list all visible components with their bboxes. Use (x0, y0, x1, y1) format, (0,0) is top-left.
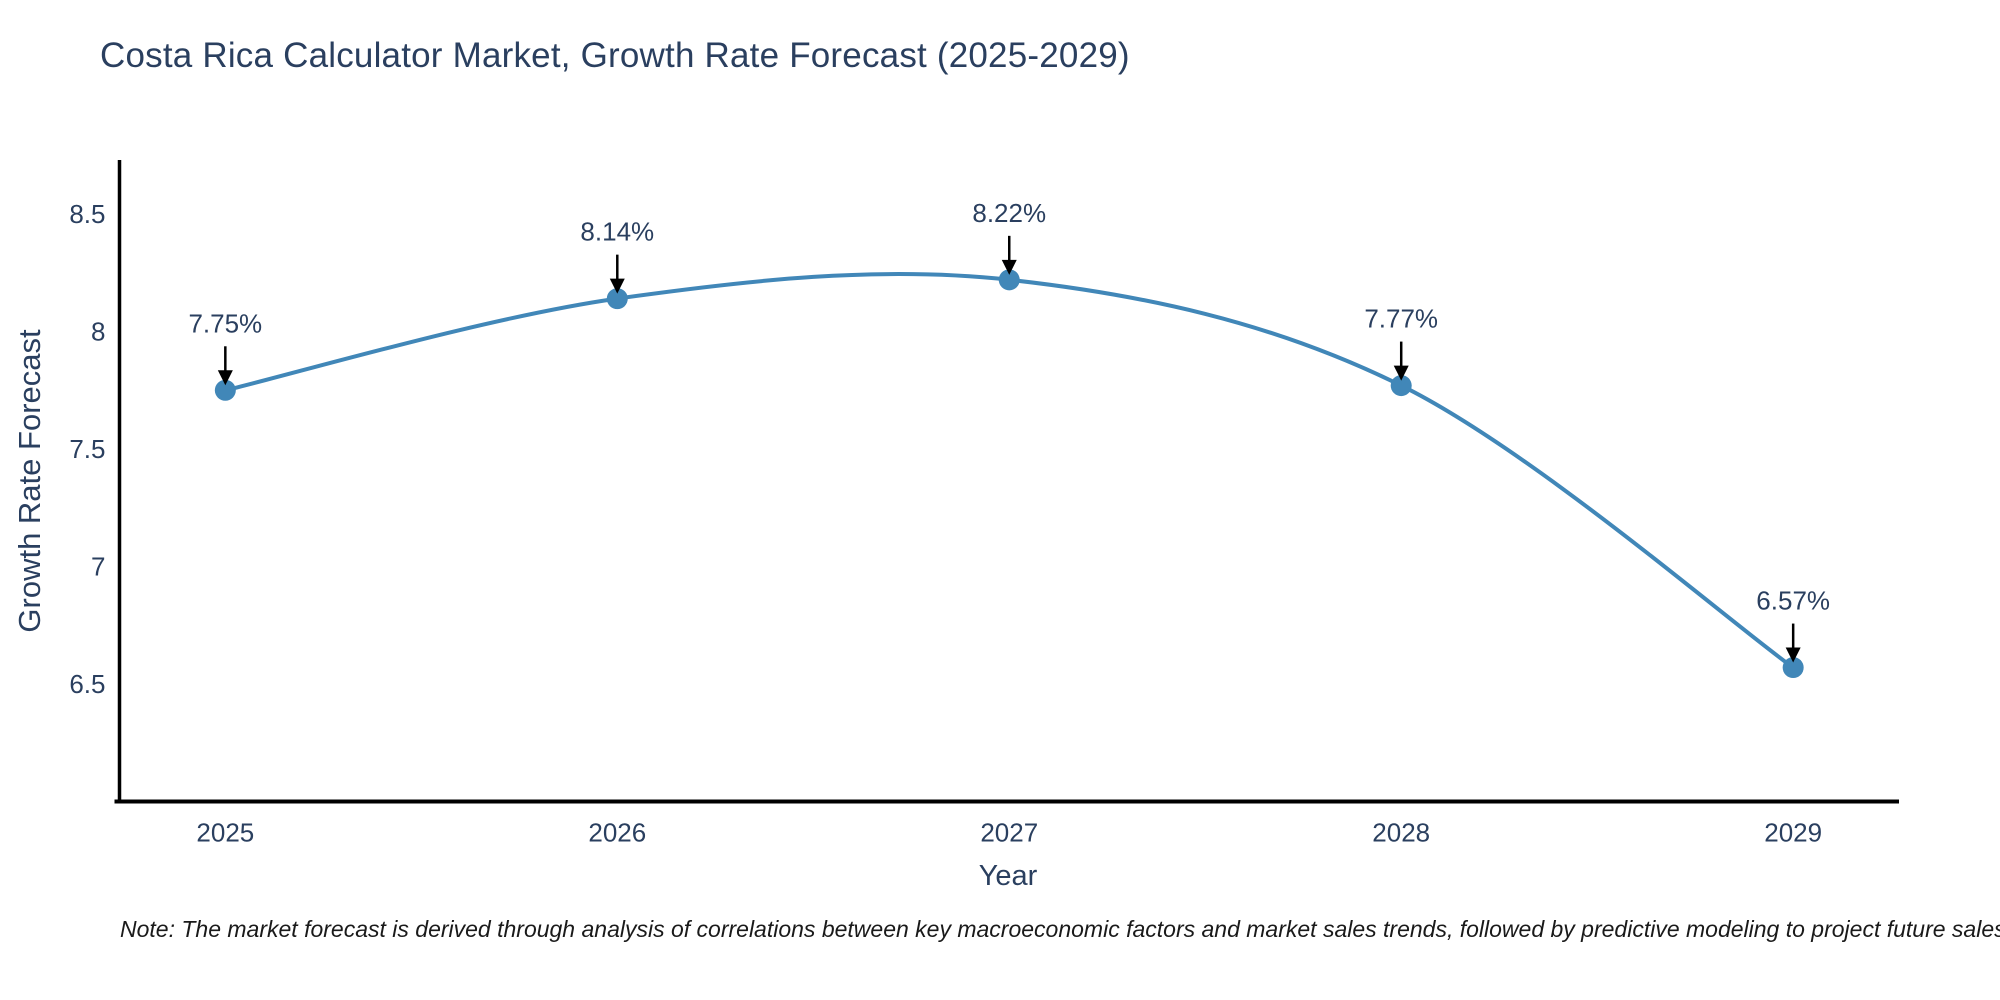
y-tick-label: 7 (91, 552, 105, 582)
annotation-arrowhead-icon (1785, 647, 1801, 663)
x-tick-label: 2026 (588, 818, 646, 848)
y-tick-label: 8 (91, 317, 105, 347)
x-tick-label: 2028 (1372, 818, 1430, 848)
forecast-line (223, 272, 1796, 670)
data-point-2028[interactable] (1390, 375, 1412, 397)
data-point-2025[interactable] (214, 379, 236, 401)
data-point-2026[interactable] (606, 288, 628, 310)
x-tick-label: 2029 (1764, 818, 1822, 848)
footnote: Note: The market forecast is derived thr… (120, 916, 2000, 942)
y-tick-label: 8.5 (69, 199, 105, 229)
x-tick-label: 2025 (196, 818, 254, 848)
annotation-arrowhead-icon (1393, 365, 1409, 381)
point-value-label: 7.75% (188, 308, 262, 338)
x-axis-title: Year (978, 860, 1038, 892)
chart-title: Costa Rica Calculator Market, Growth Rat… (100, 36, 1130, 75)
annotation-arrowhead-icon (217, 370, 233, 386)
data-point-2029[interactable] (1782, 657, 1804, 679)
x-tick-label: 2027 (980, 818, 1038, 848)
y-tick-label: 6.5 (69, 669, 105, 699)
data-point-2027[interactable] (998, 269, 1020, 291)
annotation-arrowhead-icon (1001, 259, 1017, 275)
point-value-label: 6.57% (1756, 586, 1830, 616)
point-value-label: 7.77% (1364, 304, 1438, 334)
point-value-label: 8.14% (580, 217, 654, 247)
annotation-arrowhead-icon (609, 278, 625, 294)
y-tick-label: 7.5 (69, 434, 105, 464)
point-value-label: 8.22% (972, 198, 1046, 228)
